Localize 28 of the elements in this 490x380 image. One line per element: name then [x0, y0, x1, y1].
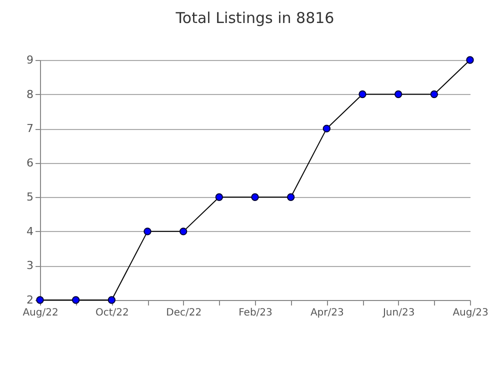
x-tick-label: Aug/22: [22, 308, 58, 318]
x-tick-label: Feb/23: [238, 308, 272, 318]
y-tick-label: 4: [26, 224, 34, 238]
point: [286, 193, 295, 201]
point: [394, 90, 402, 98]
point: [251, 193, 259, 201]
x-tick-label: Aug/23: [452, 308, 488, 318]
y-tick-label: 9: [26, 54, 34, 66]
point: [179, 228, 188, 236]
point: [215, 193, 224, 201]
point: [144, 228, 152, 236]
y-tick-label: 3: [26, 259, 34, 272]
point: [358, 90, 366, 98]
y-tick-label: 6: [26, 156, 34, 170]
point: [322, 124, 331, 132]
point: [466, 56, 474, 64]
y-tick-label: 2: [26, 294, 34, 306]
point: [108, 296, 116, 304]
point: [430, 90, 438, 98]
chart-title: Total Listings in 8816: [174, 9, 334, 27]
point: [72, 296, 80, 304]
y-tick-label: 7: [26, 122, 34, 136]
y-tick-label: 8: [26, 88, 34, 101]
x-tick-label: Apr/23: [310, 308, 344, 318]
x-tick-label: Oct/22: [95, 308, 129, 318]
x-tick-label: Jun/23: [382, 308, 415, 318]
y-tick-label: 5: [26, 190, 34, 204]
x-tick-label: Dec/22: [166, 308, 202, 318]
